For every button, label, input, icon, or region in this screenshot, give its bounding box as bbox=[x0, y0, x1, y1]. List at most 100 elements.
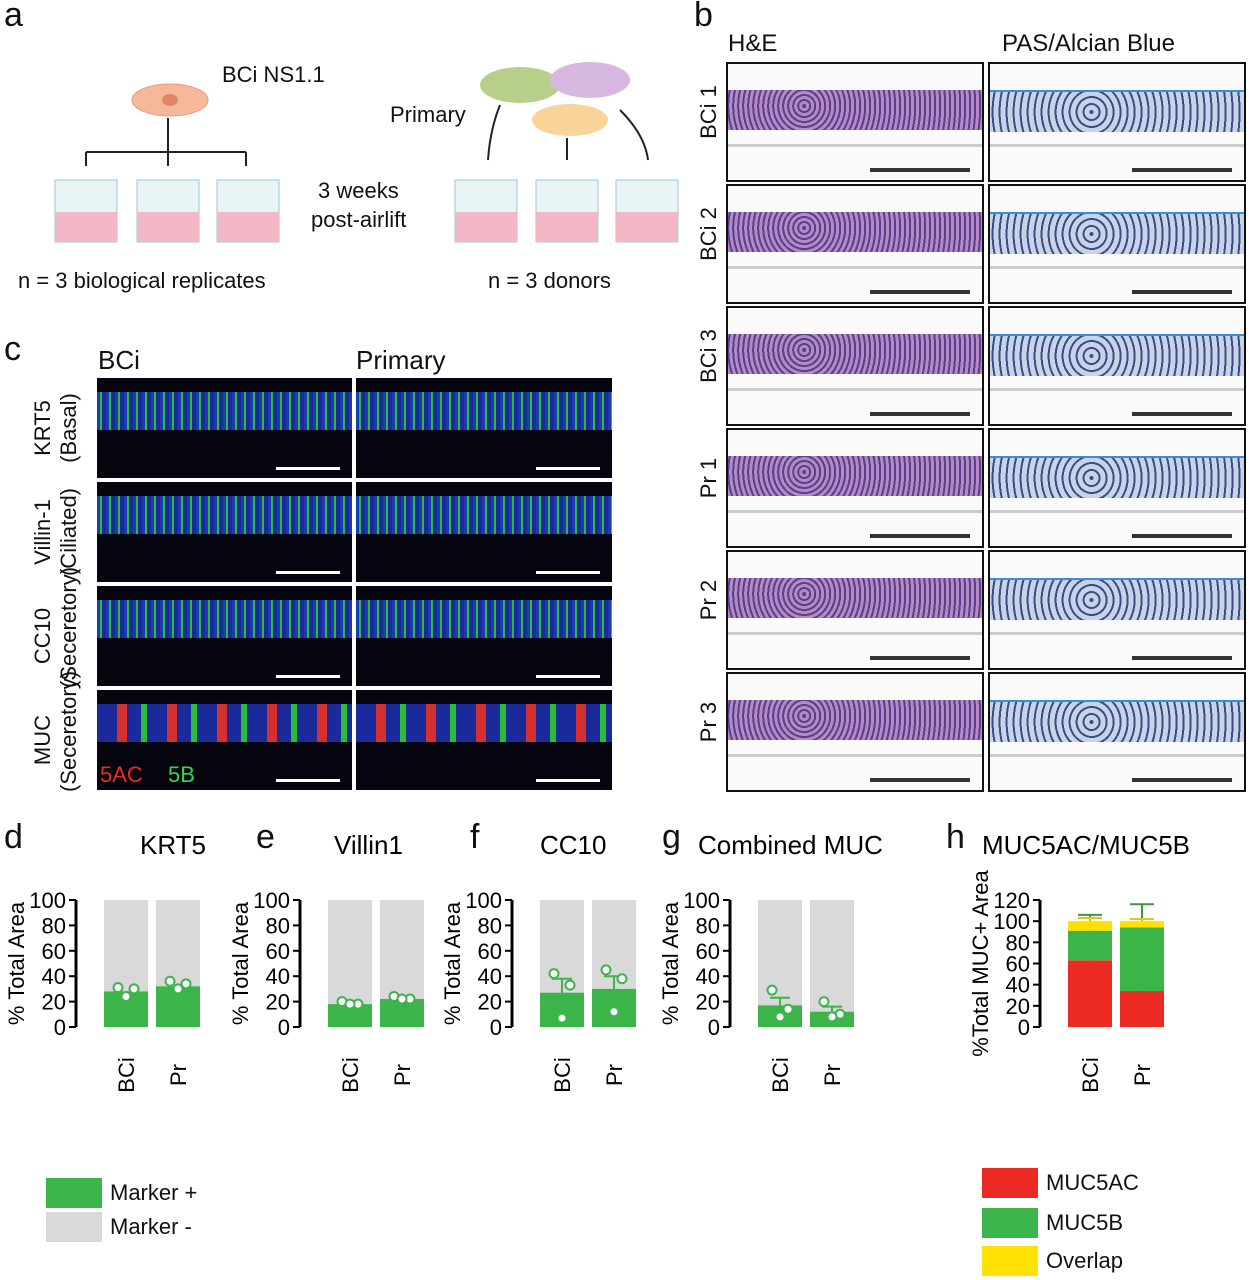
marker-name: KRT5 bbox=[30, 400, 55, 456]
if-image-bci bbox=[97, 586, 352, 686]
x-tick-label: BCi bbox=[550, 1057, 575, 1092]
legend-swatch bbox=[982, 1246, 1038, 1276]
bci-cell-icon bbox=[131, 83, 209, 117]
scale-bar bbox=[870, 168, 970, 172]
data-point bbox=[616, 973, 628, 985]
transwell-icons bbox=[54, 179, 679, 243]
legend-swatch bbox=[46, 1212, 102, 1242]
panel-label-e: e bbox=[256, 818, 275, 856]
scale-bar bbox=[276, 675, 340, 678]
if-image-primary bbox=[356, 690, 612, 790]
cell-type: (Seceretory) bbox=[56, 566, 81, 688]
chart-title: CC10 bbox=[540, 830, 606, 860]
chart-title: Villin1 bbox=[334, 830, 403, 860]
bar-muc5ac bbox=[1120, 991, 1164, 1027]
pas-image bbox=[988, 306, 1246, 426]
cell-type: (Ciliated) bbox=[56, 487, 81, 577]
y-tick-label: 60 bbox=[478, 939, 502, 964]
y-tick-label: 100 bbox=[29, 888, 66, 913]
y-tick-label: 20 bbox=[478, 990, 502, 1015]
y-tick-label: 60 bbox=[266, 939, 290, 964]
data-point bbox=[600, 964, 612, 976]
primary-cell-icons bbox=[480, 62, 630, 136]
data-point bbox=[548, 968, 560, 980]
if-image-primary bbox=[356, 586, 612, 686]
y-tick-label: 0 bbox=[278, 1015, 290, 1040]
y-tick-label: 20 bbox=[266, 990, 290, 1015]
panel-label-a: a bbox=[4, 0, 23, 34]
panel-label-b: b bbox=[694, 0, 713, 34]
y-tick-label: 20 bbox=[42, 990, 66, 1015]
scale-bar bbox=[276, 571, 340, 574]
data-point bbox=[180, 978, 192, 990]
data-point bbox=[818, 996, 830, 1008]
panel-label-f: f bbox=[470, 818, 480, 856]
scale-bar bbox=[870, 778, 970, 782]
bar-muc5ac bbox=[1068, 960, 1112, 1027]
y-tick-label: 40 bbox=[1006, 973, 1030, 998]
y-tick-label: 20 bbox=[1006, 994, 1030, 1019]
row-label: MUC (Seceretory) bbox=[30, 671, 82, 792]
x-tick-label: Pr bbox=[820, 1064, 845, 1086]
y-tick-label: 0 bbox=[708, 1015, 720, 1040]
pas-image bbox=[988, 428, 1246, 548]
he-image bbox=[726, 672, 984, 792]
y-tick-label: 100 bbox=[465, 888, 502, 913]
n-primary-label: n = 3 donors bbox=[488, 268, 611, 293]
data-point bbox=[782, 1003, 794, 1015]
x-tick-label: Pr bbox=[1130, 1064, 1155, 1086]
x-tick-label: Pr bbox=[390, 1064, 415, 1086]
panel-label-g: g bbox=[662, 818, 681, 856]
y-tick-label: 0 bbox=[490, 1015, 502, 1040]
pas-image bbox=[988, 62, 1246, 182]
cell-line-label: BCi NS1.1 bbox=[222, 62, 325, 87]
row-label: KRT5 (Basal) bbox=[30, 376, 82, 480]
cell-type: (Seceretory) bbox=[56, 670, 81, 792]
x-tick-label: BCi bbox=[338, 1057, 363, 1092]
y-tick-label: 100 bbox=[253, 888, 290, 913]
y-tick-label: 0 bbox=[1018, 1015, 1030, 1040]
legend-label: Marker + bbox=[110, 1180, 198, 1205]
cell-type: (Basal) bbox=[56, 393, 81, 463]
row-label: Pr 1 bbox=[696, 457, 721, 499]
bar-overlap bbox=[1120, 921, 1164, 928]
y-tick-label: 40 bbox=[696, 964, 720, 989]
chart-title: MUC5AC/MUC5B bbox=[982, 830, 1190, 860]
scale-bar bbox=[870, 534, 970, 538]
y-tick-label: 100 bbox=[993, 909, 1030, 934]
y-axis-label: % Total Area bbox=[4, 901, 29, 1025]
if-image-bci bbox=[97, 690, 352, 790]
legend-label: Marker - bbox=[110, 1214, 192, 1239]
panel-label-d: d bbox=[4, 818, 23, 856]
y-tick-label: 80 bbox=[478, 913, 502, 938]
scale-bar bbox=[1132, 656, 1232, 660]
data-point bbox=[826, 1011, 838, 1023]
x-tick-label: BCi bbox=[768, 1057, 793, 1092]
y-tick-label: 60 bbox=[696, 939, 720, 964]
legend-swatch bbox=[982, 1208, 1038, 1238]
if-image-primary bbox=[356, 378, 612, 478]
legend-label: MUC5AC bbox=[1046, 1170, 1139, 1195]
he-image bbox=[726, 550, 984, 670]
legend-label: MUC5B bbox=[1046, 1210, 1124, 1235]
y-tick-label: 40 bbox=[266, 964, 290, 989]
y-tick-label: 0 bbox=[54, 1015, 66, 1040]
y-tick-label: 20 bbox=[696, 990, 720, 1015]
y-axis-label: % Total Area bbox=[440, 901, 465, 1025]
panel-label-h: h bbox=[946, 818, 965, 856]
data-point bbox=[344, 998, 356, 1010]
primary-column-header: Primary bbox=[356, 345, 446, 375]
n-bci-label: n = 3 biological replicates bbox=[18, 268, 266, 293]
scale-bar bbox=[536, 467, 600, 470]
bci-column-header: BCi bbox=[98, 345, 140, 375]
he-image bbox=[726, 62, 984, 182]
legend-swatch bbox=[46, 1178, 102, 1208]
x-tick-label: BCi bbox=[114, 1057, 139, 1092]
data-point bbox=[774, 1011, 786, 1023]
scale-bar bbox=[1132, 412, 1232, 416]
pas-image bbox=[988, 184, 1246, 304]
y-tick-label: 80 bbox=[266, 913, 290, 938]
y-tick-label: 60 bbox=[42, 939, 66, 964]
pas-image bbox=[988, 672, 1246, 792]
